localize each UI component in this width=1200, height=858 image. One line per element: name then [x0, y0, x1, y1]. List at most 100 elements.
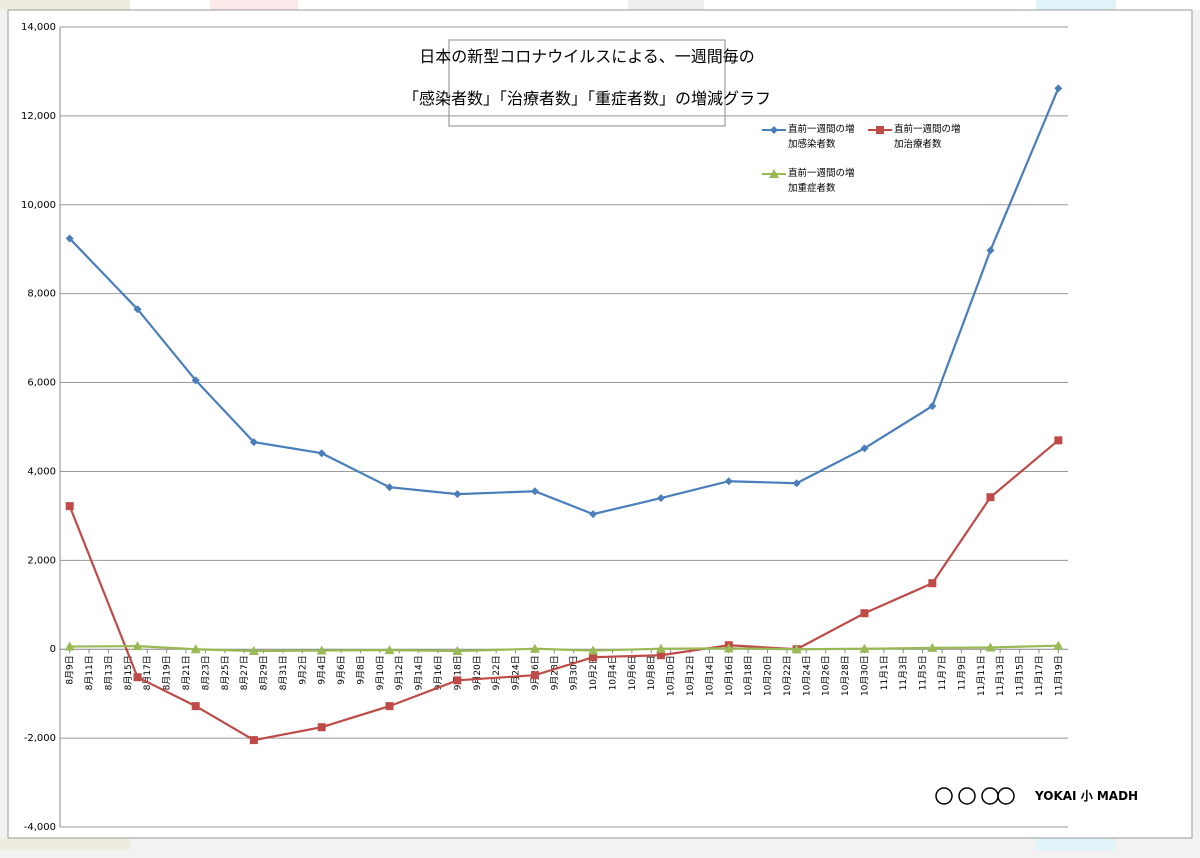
marker [588, 645, 599, 655]
x-tick-label: 9月4日 [317, 655, 328, 684]
marker [985, 642, 996, 652]
x-tick-label: 10月14日 [704, 655, 715, 696]
marker [723, 643, 734, 653]
x-tick-label: 11月13日 [995, 655, 1006, 696]
x-tick-label: 11月9日 [956, 655, 967, 690]
x-tick-label: 10月20日 [763, 655, 774, 696]
x-tick-label: 11月17日 [1034, 655, 1045, 696]
column-cell [1036, 0, 1116, 10]
chart-title: 「感染者数」「治療者数」「重症者数」の増減グラフ [403, 89, 771, 108]
marker [65, 234, 74, 243]
marker [132, 641, 143, 651]
chart-frame [7, 9, 1193, 839]
x-tick-label: 10月22日 [782, 655, 793, 696]
x-tick-label: 10月6日 [627, 655, 638, 690]
y-tick-label: 10,000 [21, 200, 56, 211]
x-tick-label: 11月7日 [937, 655, 948, 690]
x-tick-label: 8月23日 [200, 655, 211, 690]
x-tick-label: 11月1日 [879, 655, 890, 690]
marker [530, 487, 539, 496]
marker [385, 483, 394, 492]
marker [191, 376, 200, 385]
marker [928, 579, 937, 588]
marker [770, 126, 778, 134]
y-tick-label: -4,000 [24, 822, 56, 833]
x-tick-label: 8月17日 [142, 655, 153, 690]
y-tick-label: 4,000 [27, 466, 56, 477]
x-tick-label: 9月16日 [433, 655, 444, 690]
x-tick-label: 10月28日 [840, 655, 851, 696]
x-tick-label: 9月8日 [355, 655, 366, 684]
marker [986, 493, 995, 502]
x-tick-label: 8月19日 [162, 655, 173, 690]
marker [1053, 640, 1064, 650]
marker [656, 494, 665, 503]
legend-label: 直前一週間の増加重症者数 [788, 168, 855, 194]
x-tick-label: 9月30日 [569, 655, 580, 690]
x-tick-label: 8月13日 [103, 655, 114, 690]
x-tick-label: 10月10日 [666, 655, 677, 696]
x-tick-label: 10月18日 [743, 655, 754, 696]
legend-label: 直前一週間の増加感染者数 [788, 124, 855, 150]
x-tick-label: 11月5日 [918, 655, 929, 690]
x-tick-label: 9月22日 [491, 655, 502, 690]
x-tick-label: 10月30日 [859, 655, 870, 696]
x-tick-label: 8月27日 [239, 655, 250, 690]
marker [589, 653, 598, 662]
x-tick-label: 9月14日 [414, 655, 425, 690]
y-tick-label: 0 [50, 644, 56, 655]
x-tick-label: 8月31日 [278, 655, 289, 690]
marker [1054, 436, 1063, 445]
marker [792, 479, 801, 488]
x-tick-label: 8月15日 [123, 655, 134, 690]
marker [248, 646, 259, 655]
marker [190, 644, 201, 654]
marker [1054, 84, 1063, 93]
marker [656, 651, 665, 660]
marker [133, 673, 142, 682]
x-tick-label: 10月24日 [801, 655, 812, 696]
x-tick-label: 9月6日 [336, 655, 347, 684]
marker [530, 671, 539, 680]
marker [453, 676, 462, 685]
x-tick-label: 8月21日 [181, 655, 192, 690]
marker [655, 643, 666, 653]
x-tick-label: 10月16日 [724, 655, 735, 696]
x-tick-label: 9月24日 [511, 655, 522, 690]
x-tick-label: 9月10日 [375, 655, 386, 690]
marker [724, 477, 733, 486]
marker [133, 305, 142, 314]
x-tick-label: 10月8日 [646, 655, 657, 690]
series-line [69, 644, 1059, 653]
series-line [68, 87, 1060, 516]
marker [927, 642, 938, 652]
marker [385, 702, 394, 711]
marker [64, 641, 75, 651]
watermark: YOKAI 小 MADH [1034, 788, 1138, 803]
marker [860, 444, 869, 453]
x-tick-label: 8月29日 [259, 655, 270, 690]
column-cell [0, 838, 130, 850]
cc-icons [935, 787, 1015, 805]
marker [452, 646, 463, 655]
x-tick-label: 11月11日 [976, 655, 987, 696]
marker [860, 609, 869, 618]
x-tick-label: 9月28日 [549, 655, 560, 690]
marker [65, 502, 74, 511]
marker [769, 169, 779, 178]
x-tick-label: 11月19日 [1053, 655, 1064, 696]
marker [453, 490, 462, 499]
y-tick-label: 6,000 [27, 378, 56, 389]
x-tick-label: 8月25日 [220, 655, 231, 690]
marker [859, 643, 870, 653]
x-tick-label: 11月3日 [898, 655, 909, 690]
column-cell [628, 0, 704, 10]
chart-title: 日本の新型コロナウイルスによる、一週間毎の [419, 47, 755, 66]
column-strip [0, 0, 1200, 10]
x-tick-label: 11月15日 [1015, 655, 1026, 696]
x-tick-label: 10月4日 [607, 655, 618, 690]
y-tick-label: 2,000 [27, 555, 56, 566]
marker [529, 643, 540, 653]
